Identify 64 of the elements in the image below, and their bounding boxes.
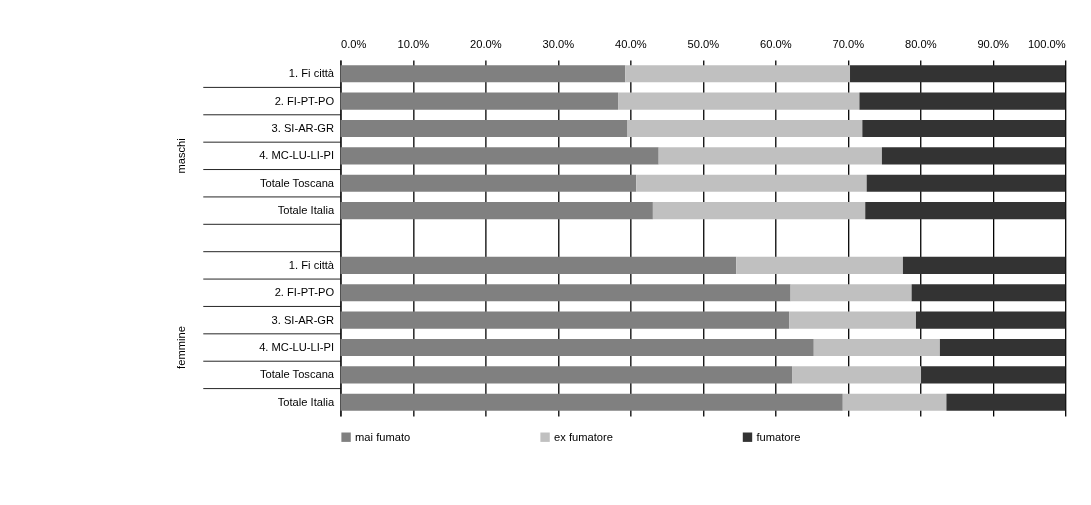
bar (340, 393, 843, 411)
bar (902, 256, 1066, 274)
bar (340, 338, 814, 357)
y-tick-label: Totale Italia (277, 204, 335, 217)
y-tick-label: 4. MC-LU-LI-PI (259, 149, 335, 162)
legend-label: mai fumato (355, 430, 411, 443)
bar (340, 366, 793, 384)
bar (340, 256, 737, 274)
x-tick-label: 90.0% (977, 37, 1010, 50)
bar (340, 65, 626, 83)
bar (881, 147, 1066, 165)
x-tick-label: 0.0% (340, 37, 367, 50)
y-tick-label: 3. SI-AR-GR (271, 121, 335, 134)
bar (340, 284, 791, 302)
bar (865, 202, 1066, 220)
bar (627, 119, 863, 138)
legend-label: ex fumatore (554, 430, 613, 443)
bar (939, 338, 1066, 357)
bar (340, 311, 790, 329)
y-tick-label: Totale Italia (277, 395, 335, 408)
bar (625, 65, 851, 83)
bar (792, 366, 922, 384)
y-tick-label: 1. Fi città (288, 258, 335, 271)
y-tick-label: 3. SI-AR-GR (271, 313, 335, 326)
bar (859, 92, 1066, 110)
bar (915, 311, 1066, 329)
bar (790, 284, 912, 302)
bar (813, 338, 940, 357)
x-tick-label: 40.0% (615, 37, 647, 50)
bar (340, 174, 637, 192)
x-tick-label: 10.0% (397, 37, 430, 50)
x-tick-label: 60.0% (760, 37, 792, 50)
legend-label: fumatore (756, 430, 801, 443)
bar (618, 92, 860, 110)
bar (850, 65, 1066, 83)
y-tick-label: Totale Toscana (259, 176, 335, 189)
bar (842, 393, 947, 411)
bar (946, 393, 1066, 411)
x-tick-label: 100.0% (1027, 37, 1066, 50)
text: maschi (175, 138, 188, 174)
bar (862, 119, 1066, 138)
x-tick-label: 20.0% (470, 37, 502, 50)
x-tick-label: 80.0% (904, 37, 937, 50)
bar (789, 311, 916, 329)
bar (911, 284, 1066, 302)
text: femmine (175, 326, 188, 369)
y-tick-label: 1. Fi città (288, 67, 335, 80)
y-tick-label: 4. MC-LU-LI-PI (259, 340, 335, 353)
bar (340, 202, 653, 220)
y-tick-label: 2. FI-PT-PO (274, 286, 335, 299)
x-tick-label: 30.0% (542, 37, 575, 50)
bar (652, 202, 866, 220)
bar (736, 256, 903, 274)
y-tick-label: 2. FI-PT-PO (274, 94, 335, 107)
bar (636, 174, 867, 192)
bar (866, 174, 1066, 192)
bar (340, 119, 628, 138)
x-tick-label: 70.0% (832, 37, 865, 50)
bar (340, 92, 619, 110)
x-tick-label: 50.0% (687, 37, 720, 50)
bar (658, 147, 882, 165)
y-tick-label: Totale Toscana (259, 368, 335, 381)
bar (340, 147, 659, 165)
bar (921, 366, 1066, 384)
